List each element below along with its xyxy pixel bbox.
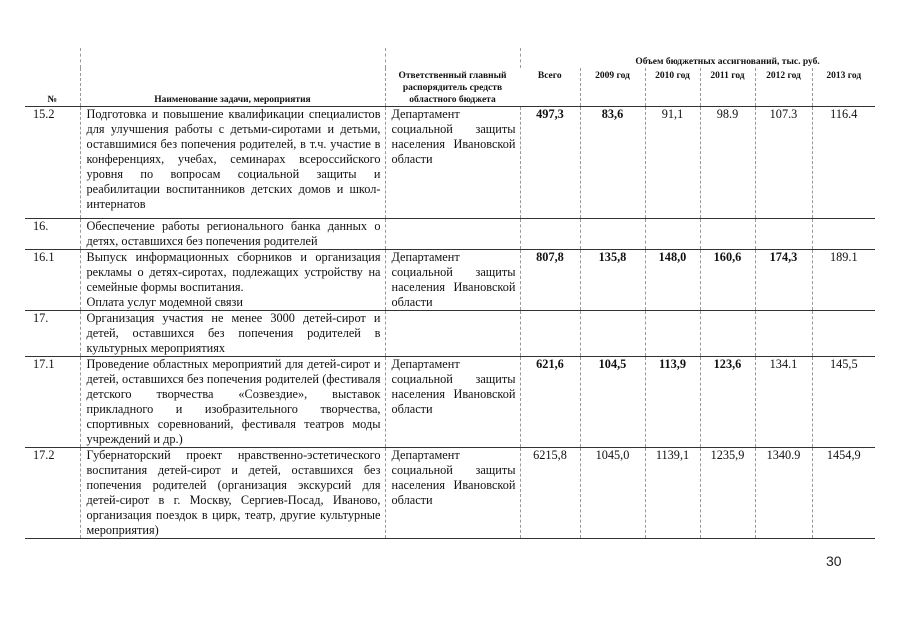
row-value: 135,8	[579, 249, 645, 311]
header-dept: Ответственный главный распорядитель сред…	[384, 48, 520, 107]
row-dept: Департамент социальной защиты населения …	[384, 249, 520, 311]
header-year: 2011 год	[699, 68, 755, 107]
row-value: 174,3	[754, 249, 812, 311]
row-dept: Департамент социальной защиты населения …	[384, 447, 520, 539]
table-row: 17.2 Губернаторский проект нравственно-э…	[25, 447, 876, 539]
row-total: 807,8	[519, 249, 580, 311]
header-budget-group: Объем бюджетных ассигнований, тыс. руб.	[635, 57, 820, 67]
row-num: 16.1	[25, 249, 80, 311]
row-name-line: Оплата услуг модемной связи	[86, 295, 243, 309]
header-name: Наименование задачи, мероприятия	[79, 48, 385, 107]
table-row: 15.2 Подготовка и повышение квалификации…	[25, 106, 876, 219]
table-row: 16.1 Выпуск информационных сборников и о…	[25, 249, 876, 311]
row-value: 104,5	[579, 356, 645, 448]
row-value: 107.3	[754, 106, 812, 219]
row-value: 148,0	[644, 249, 700, 311]
row-total: 497,3	[519, 106, 580, 219]
row-value: 1139,1	[644, 447, 700, 539]
row-value: 91,1	[644, 106, 700, 219]
header-year: 2009 год	[579, 68, 645, 107]
header-year: 2013 год	[811, 68, 876, 107]
header-year: 2010 год	[644, 68, 700, 107]
row-total: 6215,8	[519, 447, 580, 539]
row-value: 145,5	[811, 356, 876, 448]
row-name: Губернаторский проект нравственно-эстети…	[79, 447, 385, 539]
row-value: 98.9	[699, 106, 755, 219]
row-value: 189.1	[811, 249, 876, 311]
row-value: 1454,9	[811, 447, 876, 539]
row-value: 160,6	[699, 249, 755, 311]
row-value: 1045,0	[579, 447, 645, 539]
row-name: Выпуск информационных сборников и органи…	[79, 249, 385, 311]
row-total: 621,6	[519, 356, 580, 448]
table-row: 16. Обеспечение работы регионального бан…	[25, 218, 876, 250]
row-value: 134.1	[754, 356, 812, 448]
row-value: 113,9	[644, 356, 700, 448]
row-name-line: Выпуск информационных сборников и органи…	[86, 250, 381, 294]
header-total: Всего	[537, 71, 562, 81]
row-num: 17.1	[25, 356, 80, 448]
row-dept: Департамент социальной защиты населения …	[384, 106, 520, 219]
header-num: №	[47, 95, 58, 105]
row-value: 1340.9	[754, 447, 812, 539]
row-num: 16.	[25, 218, 80, 250]
row-name: Проведение областных мероприятий для дет…	[79, 356, 385, 448]
row-value: 1235,9	[699, 447, 755, 539]
budget-table: № Наименование задачи, мероприятия Ответ…	[25, 48, 876, 539]
header-year: 2012 год	[754, 68, 812, 107]
row-num: 17.2	[25, 447, 80, 539]
row-name: Организация участия не менее 3000 детей-…	[79, 310, 385, 357]
row-dept: Департамент социальной защиты населения …	[384, 356, 520, 448]
row-value: 116.4	[811, 106, 876, 219]
row-value: 123,6	[699, 356, 755, 448]
row-name: Подготовка и повышение квалификации спец…	[79, 106, 385, 219]
row-num: 17.	[25, 310, 80, 357]
page-number: 30	[826, 553, 842, 569]
table-row: 17. Организация участия не менее 3000 де…	[25, 310, 876, 357]
row-name: Обеспечение работы регионального банка д…	[79, 218, 385, 250]
table-row: 17.1 Проведение областных мероприятий дл…	[25, 356, 876, 448]
row-value: 83,6	[579, 106, 645, 219]
row-num: 15.2	[25, 106, 80, 219]
